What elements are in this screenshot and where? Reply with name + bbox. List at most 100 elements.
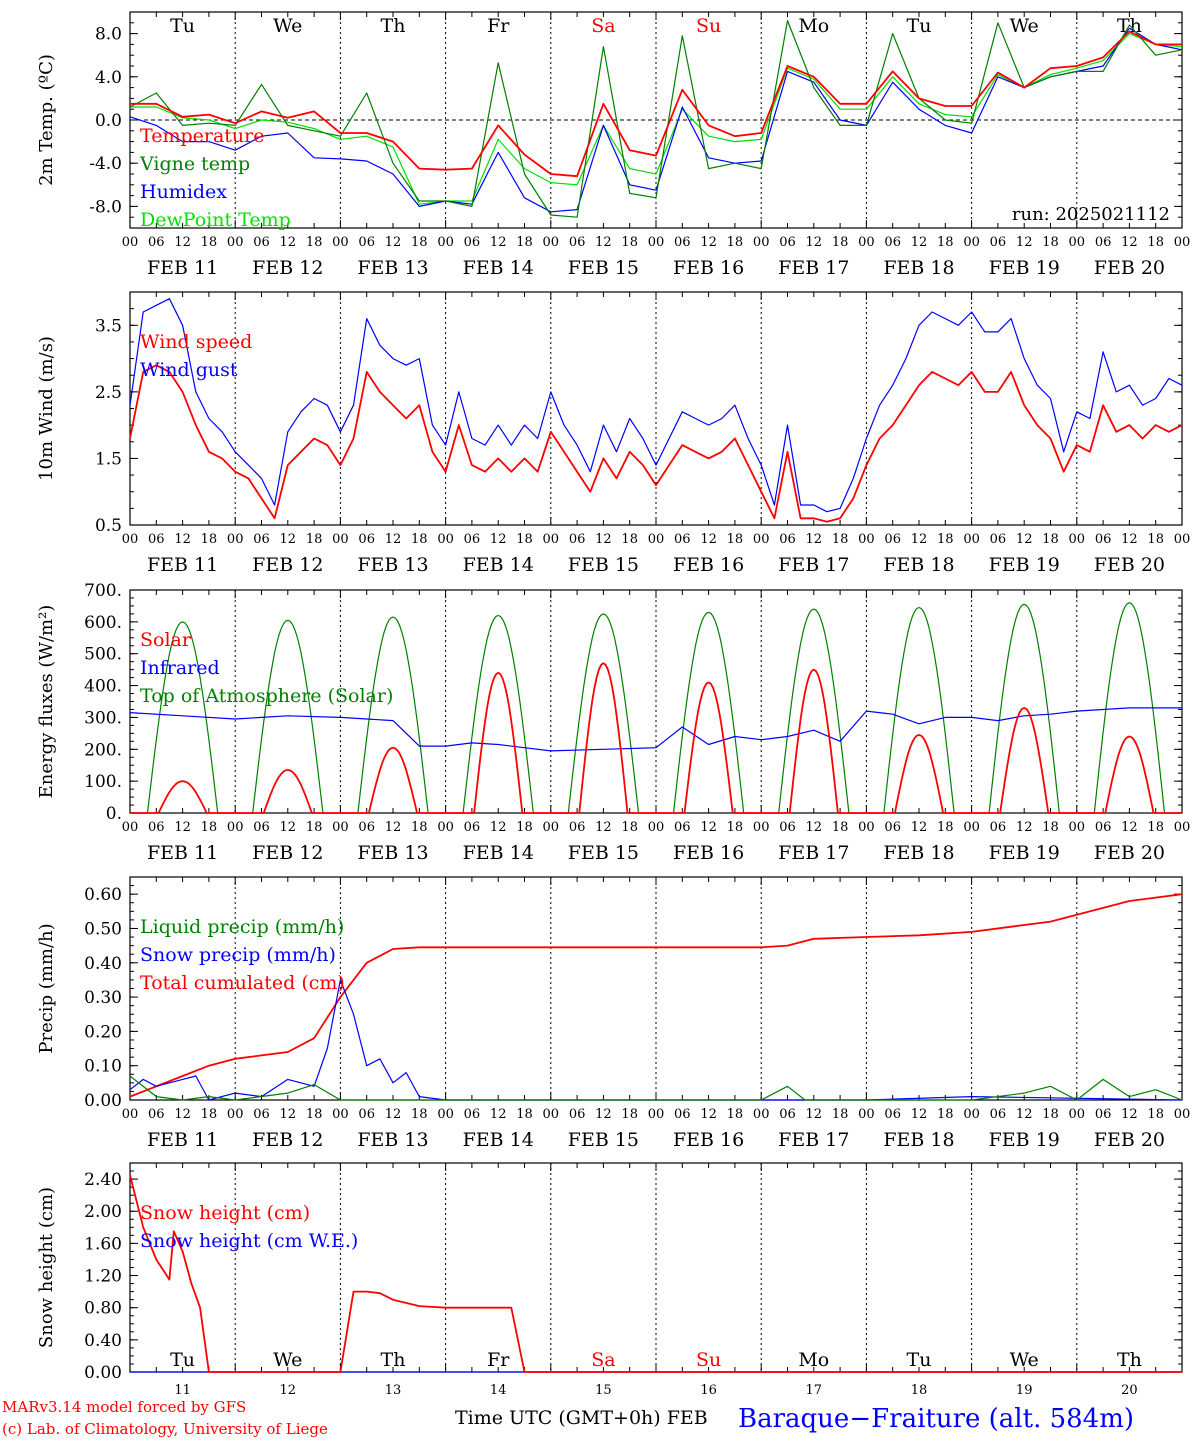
date-label: FEB 20 — [1094, 842, 1165, 864]
hour-label: 06 — [1095, 1107, 1112, 1122]
hour-label: 06 — [779, 1107, 796, 1122]
hour-label: 18 — [411, 532, 428, 547]
hour-label: 18 — [201, 532, 218, 547]
hour-label: 12 — [490, 235, 507, 250]
hour-label: 06 — [990, 1107, 1007, 1122]
hour-label: 06 — [1095, 235, 1112, 250]
hour-label: 00 — [122, 1107, 139, 1122]
hour-label: 12 — [174, 532, 191, 547]
hour-label: 06 — [779, 235, 796, 250]
date-label: FEB 18 — [883, 257, 954, 279]
hour-label: 00 — [753, 820, 770, 835]
hour-label: 18 — [201, 1107, 218, 1122]
hour-label: 12 — [280, 532, 297, 547]
hour-label: 18 — [306, 235, 323, 250]
hour-label: 12 — [911, 532, 928, 547]
y-tick-label: 400. — [84, 677, 122, 697]
hour-label: 00 — [963, 820, 980, 835]
legend-entry: Humidex — [140, 181, 227, 203]
hour-label: 00 — [1069, 820, 1086, 835]
hour-label: 00 — [1174, 235, 1191, 250]
hour-label: 06 — [358, 1107, 375, 1122]
legend-entry: Snow precip (mm/h) — [140, 944, 336, 966]
hour-label: 18 — [411, 820, 428, 835]
y-tick-label: 4.0 — [95, 68, 122, 88]
hour-label: 00 — [332, 820, 349, 835]
hour-label: 00 — [543, 532, 560, 547]
series-line — [129, 298, 1183, 513]
hour-label: 12 — [1121, 532, 1138, 547]
hour-label: 06 — [148, 1107, 165, 1122]
hour-label: 12 — [280, 1107, 297, 1122]
day-label: Th — [381, 15, 406, 37]
legend-entry: Liquid precip (mm/h) — [140, 916, 344, 938]
hour-label: 18 — [1042, 532, 1059, 547]
hour-label: 06 — [1095, 820, 1112, 835]
hour-label: 06 — [779, 532, 796, 547]
hour-label: 18 — [937, 235, 954, 250]
day-label: We — [273, 15, 302, 37]
hour-label: 12 — [806, 235, 823, 250]
day-number-label: 20 — [1121, 1383, 1138, 1398]
hour-label: 18 — [727, 1107, 744, 1122]
hour-label: 00 — [227, 235, 244, 250]
hour-label: 18 — [516, 532, 533, 547]
y-tick-label: 700. — [84, 581, 122, 601]
hour-label: 18 — [411, 235, 428, 250]
hour-label: 12 — [595, 235, 612, 250]
hour-label: 06 — [358, 820, 375, 835]
y-tick-label: 0.5 — [95, 516, 122, 536]
hour-label: 12 — [911, 1107, 928, 1122]
date-label: FEB 16 — [673, 257, 744, 279]
y-tick-label: 1.60 — [84, 1234, 122, 1254]
hour-label: 12 — [174, 820, 191, 835]
hour-label: 00 — [437, 235, 454, 250]
hour-label: 12 — [280, 235, 297, 250]
day-label: Tu — [907, 1349, 932, 1371]
hour-label: 12 — [700, 532, 717, 547]
hour-label: 12 — [174, 1107, 191, 1122]
y-tick-label: 600. — [84, 613, 122, 633]
y-tick-label: 300. — [84, 708, 122, 728]
date-label: FEB 16 — [673, 554, 744, 576]
hour-label: 06 — [569, 235, 586, 250]
hour-label: 18 — [832, 532, 849, 547]
series-line — [129, 364, 1183, 523]
hour-label: 00 — [648, 1107, 665, 1122]
y-tick-label: 0.10 — [84, 1057, 122, 1077]
hour-label: 00 — [1174, 820, 1191, 835]
panel-1: 8.0 4.0 0.0 -4.0 -8.0 2m Temp. (ºC) 00 06 12 18 00… — [36, 11, 1191, 279]
hour-label: 12 — [490, 532, 507, 547]
series-line — [129, 893, 1183, 1098]
hour-label: 18 — [832, 235, 849, 250]
y-tick-label: 0.50 — [84, 919, 122, 939]
hour-label: 18 — [937, 1107, 954, 1122]
date-label: FEB 13 — [357, 554, 428, 576]
y-axis-label: Snow height (cm) — [36, 1187, 57, 1348]
hour-label: 18 — [411, 1107, 428, 1122]
series-line — [129, 707, 1182, 752]
hour-label: 00 — [858, 820, 875, 835]
hour-label: 06 — [674, 235, 691, 250]
date-label: FEB 19 — [989, 554, 1060, 576]
legend-entry: Wind gust — [140, 359, 238, 381]
hour-label: 00 — [227, 532, 244, 547]
hour-label: 12 — [595, 820, 612, 835]
series-line — [129, 20, 1183, 218]
date-label: FEB 18 — [883, 842, 954, 864]
legend-entry: Solar — [140, 629, 192, 651]
y-tick-label: 0.20 — [84, 1022, 122, 1042]
hour-label: 18 — [516, 235, 533, 250]
day-number-label: 11 — [174, 1383, 191, 1398]
day-label: Th — [381, 1349, 406, 1371]
day-label: We — [273, 1349, 302, 1371]
y-tick-label: 1.20 — [84, 1267, 122, 1287]
hour-label: 18 — [727, 820, 744, 835]
hour-label: 18 — [306, 532, 323, 547]
date-label: FEB 15 — [568, 842, 639, 864]
date-label: FEB 14 — [463, 554, 534, 576]
panel-2: 3.5 2.5 1.5 0.5 10m Wind (m/s) 00 06 12 18 00 06 12… — [36, 291, 1190, 576]
date-label: FEB 16 — [673, 842, 744, 864]
hour-label: 06 — [779, 820, 796, 835]
